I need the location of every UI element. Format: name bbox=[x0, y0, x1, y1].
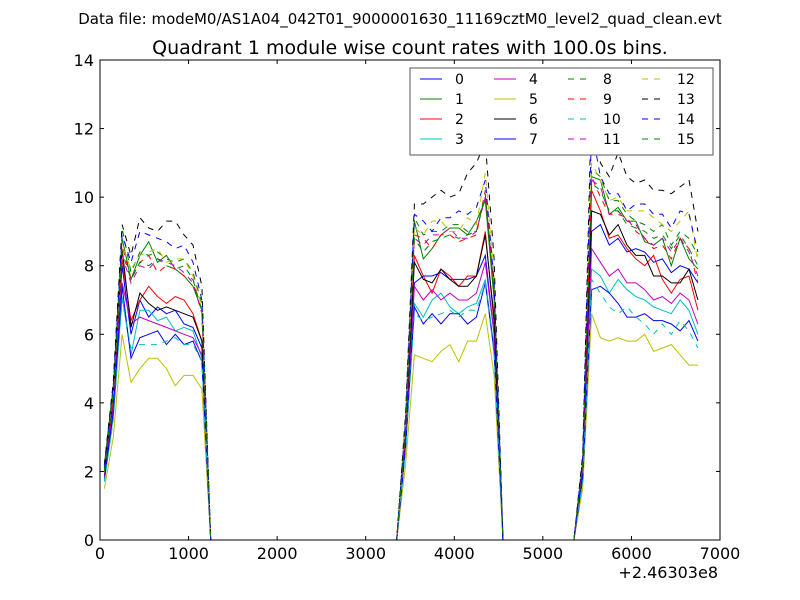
suptitle: Data file: modeM0/AS1A04_042T01_90000016… bbox=[78, 10, 722, 29]
series-line-5 bbox=[103, 313, 698, 541]
x-tick-label: 0 bbox=[95, 544, 105, 563]
legend-label-2: 2 bbox=[455, 112, 464, 128]
chart-title: Quadrant 1 module wise count rates with … bbox=[152, 37, 668, 59]
x-tick-label: 1000 bbox=[168, 544, 209, 563]
plot-frame bbox=[99, 59, 721, 541]
legend-label-11: 11 bbox=[603, 132, 621, 148]
legend-label-5: 5 bbox=[529, 92, 538, 108]
series-layer bbox=[103, 97, 699, 541]
x-tick-label: 2000 bbox=[257, 544, 298, 563]
legend-label-10: 10 bbox=[603, 112, 621, 128]
y-tick-label: 12 bbox=[74, 120, 94, 139]
legend-label-6: 6 bbox=[529, 112, 538, 128]
y-tick-label: 8 bbox=[84, 257, 94, 276]
y-tick-label: 0 bbox=[84, 531, 94, 550]
y-tick-label: 14 bbox=[74, 51, 94, 70]
legend-label-14: 14 bbox=[677, 112, 695, 128]
y-tick-label: 10 bbox=[74, 188, 94, 207]
legend-frame bbox=[409, 67, 714, 156]
x-tick-label: 4000 bbox=[434, 544, 475, 563]
y-tick-label: 4 bbox=[84, 394, 94, 413]
legend-label-1: 1 bbox=[455, 92, 464, 108]
legend-label-12: 12 bbox=[677, 72, 695, 88]
legend-label-4: 4 bbox=[529, 72, 538, 88]
legend-label-8: 8 bbox=[603, 72, 612, 88]
legend-label-9: 9 bbox=[603, 92, 612, 108]
series-line-15 bbox=[103, 182, 699, 541]
legend-label-7: 7 bbox=[529, 132, 538, 148]
x-tick-label: 3000 bbox=[345, 544, 386, 563]
legend-label-15: 15 bbox=[677, 132, 695, 148]
x-tick-label: 5000 bbox=[522, 544, 563, 563]
legend-label-13: 13 bbox=[677, 92, 695, 108]
legend-label-3: 3 bbox=[455, 132, 464, 148]
series-line-10 bbox=[103, 277, 699, 541]
series-line-7 bbox=[103, 282, 699, 541]
y-tick-label: 6 bbox=[84, 325, 94, 344]
x-tick-label: 6000 bbox=[611, 544, 652, 563]
legend-label-0: 0 bbox=[455, 72, 464, 88]
x-offset-label: +2.46303e8 bbox=[618, 563, 718, 582]
x-tick-label: 7000 bbox=[700, 544, 741, 563]
series-line-8 bbox=[103, 168, 699, 541]
y-tick-label: 2 bbox=[84, 462, 94, 481]
